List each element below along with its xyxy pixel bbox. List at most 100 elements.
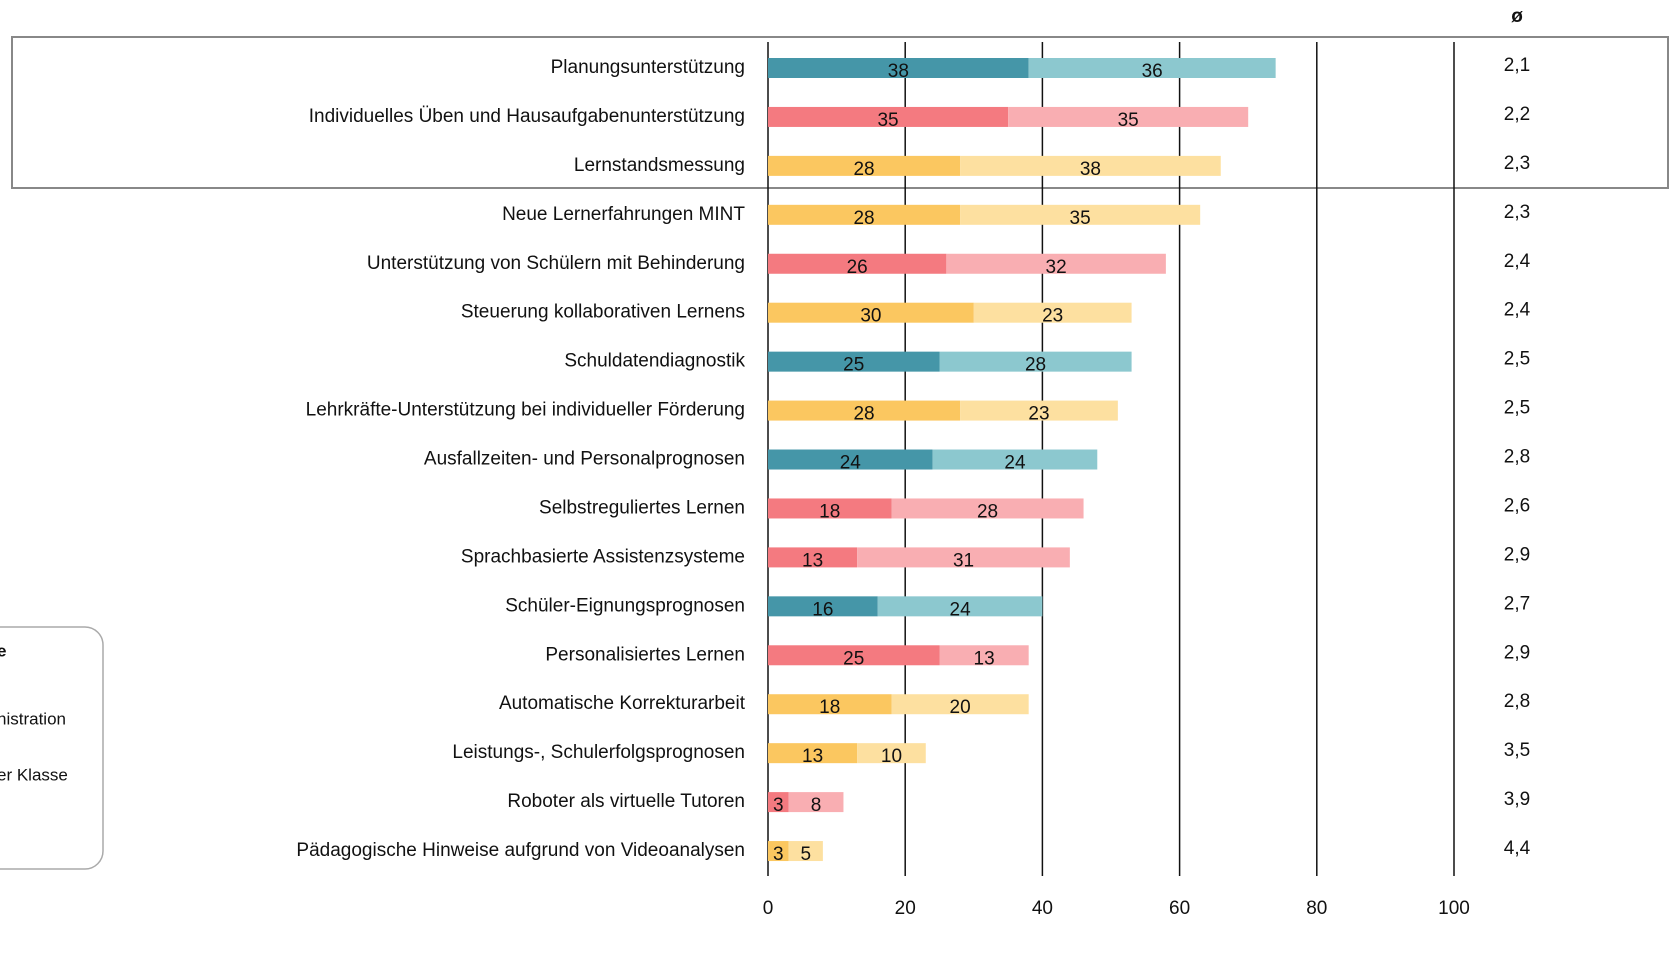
highlight-box bbox=[11, 36, 1669, 189]
average-value: 2,1 bbox=[1504, 55, 1530, 76]
bar-segment bbox=[768, 351, 940, 372]
value-label: 13 bbox=[974, 648, 995, 669]
value-label: 35 bbox=[877, 110, 898, 131]
average-value: 2,2 bbox=[1504, 104, 1530, 125]
value-label: 23 bbox=[1028, 404, 1049, 425]
average-value: 2,7 bbox=[1504, 593, 1530, 614]
bar-segment bbox=[768, 449, 933, 470]
category-label: Ausfallzeiten- und Personalprognosen bbox=[424, 449, 745, 470]
x-tick-label: 100 bbox=[1438, 898, 1470, 919]
category-label: Pädagogische Hinweise aufgrund von Video… bbox=[296, 840, 745, 861]
average-value: 2,4 bbox=[1504, 251, 1531, 272]
legend-title: e bbox=[0, 641, 6, 660]
value-label: 8 bbox=[811, 795, 822, 816]
value-label: 16 bbox=[812, 599, 833, 620]
category-label: Personalisiertes Lernen bbox=[545, 644, 745, 665]
average-value: 2,3 bbox=[1504, 202, 1530, 223]
value-label: 32 bbox=[1046, 257, 1067, 278]
category-label: Roboter als virtuelle Tutoren bbox=[507, 791, 745, 812]
bar-segment bbox=[768, 155, 961, 176]
average-value: 2,9 bbox=[1504, 544, 1530, 565]
value-label: 23 bbox=[1042, 306, 1063, 327]
value-label: 5 bbox=[800, 844, 811, 865]
bar-segment bbox=[932, 449, 1098, 470]
value-label: 36 bbox=[1142, 61, 1163, 82]
value-label: 24 bbox=[1004, 453, 1026, 474]
bar-segment bbox=[768, 596, 878, 617]
value-label: 28 bbox=[853, 159, 874, 180]
bar-segment bbox=[857, 743, 926, 764]
x-tick-label: 80 bbox=[1306, 898, 1327, 919]
category-label: Schuldatendiagnostik bbox=[564, 351, 745, 372]
average-header: ø bbox=[1511, 6, 1523, 27]
x-tick-label: 40 bbox=[1032, 898, 1053, 919]
bar-segment bbox=[768, 645, 940, 666]
value-label: 30 bbox=[860, 306, 881, 327]
category-label: Individuelles Üben und Hausaufgabenunter… bbox=[309, 106, 745, 127]
category-label: Planungsunterstützung bbox=[551, 57, 745, 78]
bar-segment bbox=[891, 694, 1029, 715]
category-label: Selbstreguliertes Lernen bbox=[539, 497, 745, 518]
value-label: 13 bbox=[802, 746, 823, 767]
average-value: 2,8 bbox=[1504, 691, 1530, 712]
value-label: 3 bbox=[773, 795, 784, 816]
x-tick-label: 0 bbox=[763, 898, 774, 919]
value-label: 24 bbox=[950, 599, 972, 620]
value-label: 18 bbox=[819, 501, 840, 522]
bar-segment bbox=[960, 204, 1201, 225]
bar-segment bbox=[768, 547, 858, 568]
category-label: Unterstützung von Schülern mit Behinderu… bbox=[367, 253, 745, 274]
bar-segment bbox=[768, 498, 892, 519]
value-label: 35 bbox=[1070, 208, 1091, 229]
value-label: 38 bbox=[888, 61, 909, 82]
average-value: 3,9 bbox=[1504, 789, 1530, 810]
average-value: 2,9 bbox=[1504, 642, 1530, 663]
bar-segment bbox=[973, 302, 1132, 323]
bar-segment bbox=[946, 253, 1166, 274]
value-label: 28 bbox=[1025, 355, 1046, 376]
x-tick-label: 20 bbox=[895, 898, 916, 919]
bar-segment bbox=[768, 743, 858, 764]
bar-segment bbox=[891, 498, 1084, 519]
bar-segment bbox=[788, 841, 823, 862]
average-value: 2,5 bbox=[1504, 398, 1530, 419]
average-value: 2,3 bbox=[1504, 153, 1530, 174]
category-label: Steuerung kollaborativen Lernens bbox=[461, 302, 745, 323]
bar-segment bbox=[768, 204, 961, 225]
bar-segment bbox=[768, 106, 1009, 127]
value-label: 25 bbox=[843, 355, 864, 376]
value-label: 28 bbox=[853, 208, 874, 229]
value-label: 10 bbox=[881, 746, 902, 767]
value-label: 13 bbox=[802, 550, 823, 571]
bar-segment bbox=[768, 694, 892, 715]
bar-segment bbox=[788, 792, 844, 813]
category-label: Lernstandsmessung bbox=[574, 155, 745, 176]
bar-segment bbox=[939, 645, 1029, 666]
category-label: Neue Lernerfahrungen MINT bbox=[502, 204, 745, 225]
average-value: 2,4 bbox=[1504, 300, 1531, 321]
average-value: 3,5 bbox=[1504, 740, 1530, 761]
bar-segment bbox=[768, 792, 789, 813]
legend-entry: er Klasse bbox=[0, 765, 68, 784]
bar-segment bbox=[768, 253, 947, 274]
value-label: 25 bbox=[843, 648, 864, 669]
value-label: 35 bbox=[1118, 110, 1139, 131]
legend-box bbox=[0, 626, 104, 870]
value-label: 24 bbox=[840, 453, 862, 474]
category-label: Schüler-Eignungsprognosen bbox=[505, 595, 745, 616]
average-value: 2,8 bbox=[1504, 447, 1530, 468]
value-label: 28 bbox=[977, 501, 998, 522]
category-label: Lehrkräfte-Unterstützung bei individuell… bbox=[306, 400, 745, 421]
bar-segment bbox=[1028, 58, 1276, 78]
average-value: 2,6 bbox=[1504, 495, 1530, 516]
average-value: 2,5 bbox=[1504, 349, 1530, 370]
bar-segment bbox=[768, 400, 961, 421]
value-label: 26 bbox=[847, 257, 868, 278]
category-label: Automatische Korrekturarbeit bbox=[499, 693, 746, 714]
value-label: 38 bbox=[1080, 159, 1101, 180]
bar-segment bbox=[768, 841, 789, 862]
average-value: 4,4 bbox=[1504, 838, 1531, 859]
value-label: 28 bbox=[853, 404, 874, 425]
bar-segment bbox=[1008, 106, 1249, 127]
